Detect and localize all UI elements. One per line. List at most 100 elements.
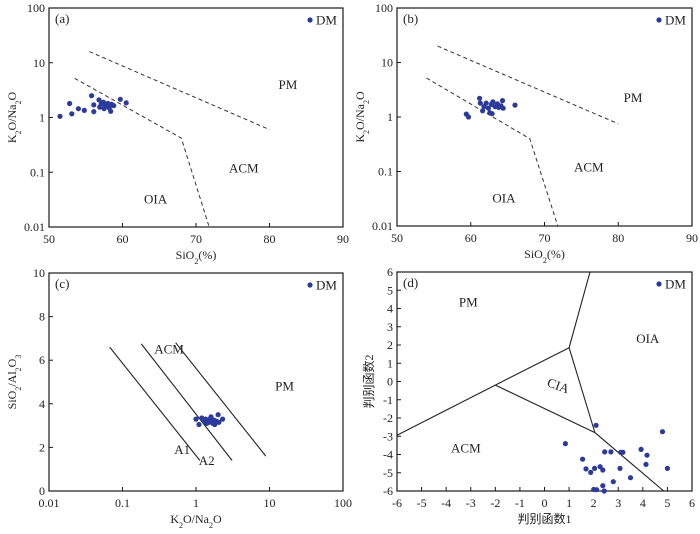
data-point [664, 465, 671, 471]
data-point [485, 105, 491, 111]
data-point [512, 102, 518, 108]
plot-frame [48, 7, 344, 228]
data-point [69, 111, 75, 117]
legend-marker [656, 17, 662, 23]
boundary-line [175, 342, 267, 457]
x-axis-label: 判别函数1 [517, 511, 571, 526]
y-tick-label: 1 [39, 111, 45, 125]
data-point [89, 93, 95, 99]
x-tick-label: 4 [640, 496, 646, 510]
data-point [477, 100, 483, 106]
boundary-line [74, 77, 210, 228]
y-tick-label: 8 [39, 310, 45, 324]
data-point [101, 106, 107, 112]
x-tick-label: 3 [615, 496, 621, 510]
data-point [592, 465, 598, 471]
data-point [196, 421, 202, 428]
data-point [81, 107, 87, 113]
x-tick-label: -6 [392, 496, 402, 510]
data-point [111, 103, 117, 109]
y-axis-label: K2O/Na2O [353, 91, 371, 143]
data-point [123, 100, 129, 106]
boundary-line [437, 45, 619, 125]
y-tick-label: 1 [387, 110, 393, 124]
boundary-line [396, 347, 570, 436]
region-label-oia: OIA [144, 191, 168, 206]
region-label-pm: PM [278, 77, 297, 92]
x-tick-label: 0.01 [39, 496, 60, 510]
data-point [220, 416, 226, 422]
legend-label: DM [316, 13, 337, 28]
boundary-line [89, 51, 270, 131]
panel-a: 50 60 70 80 90 0.01 0.1 1 10 100 SiO2(%) K2O/Na2O (a… [5, 1, 349, 266]
x-tick-label: 2 [591, 496, 597, 510]
region-label-pm: PM [624, 90, 643, 105]
legend-marker [307, 17, 313, 23]
panel-label: (d) [403, 275, 418, 290]
x-tick-label: 60 [465, 231, 477, 245]
y-tick-label: 3 [387, 320, 393, 334]
boundary-line [426, 77, 559, 227]
x-tick-label: 10 [264, 496, 276, 510]
y-tick-label: 10 [33, 56, 45, 70]
x-axis-label: K2O/Na2O [170, 512, 222, 530]
region-label-pm: PM [275, 379, 294, 394]
boundary-line [568, 347, 596, 433]
x-tick-label: -4 [441, 496, 451, 510]
panel-label: (c) [55, 276, 69, 291]
data-point [483, 100, 489, 106]
region-label-oia: OIA [636, 331, 660, 346]
panel-c: 0.01 0.1 1 10 100 0 2 4 6 8 10 K2O/Na2O SiO2/Al2O3 (c… [5, 266, 352, 530]
x-axis-label: SiO2(%) [176, 248, 217, 266]
data-point [108, 108, 114, 114]
region-label-a2: A2 [199, 453, 215, 468]
data-point [588, 469, 594, 475]
x-tick-label: 6 [689, 496, 695, 510]
region-label-cia: CIA [545, 375, 572, 397]
data-point [608, 449, 614, 455]
legend-marker [307, 282, 313, 288]
data-point [659, 429, 666, 435]
data-point [96, 97, 102, 103]
region-label-pm: PM [459, 295, 478, 310]
y-tick-label: 100 [27, 1, 45, 15]
data-point [91, 102, 97, 108]
y-axis-label: K2O/Na2O [5, 92, 23, 144]
region-label-acm: ACM [229, 160, 259, 175]
region-label-a1: A1 [174, 442, 190, 457]
region-label-oia: OIA [492, 190, 516, 205]
y-tick-label: 0.1 [378, 165, 393, 179]
data-point [638, 446, 644, 452]
data-point [593, 422, 599, 428]
data-point [57, 113, 63, 119]
x-tick-label: 1 [193, 496, 199, 510]
panel-b: 50 60 70 80 90 0.01 0.1 1 10 100 SiO2(%) K2O/Na2O (b… [353, 1, 698, 265]
data-point [627, 475, 634, 481]
panel-label: (a) [55, 11, 69, 26]
x-tick-label: 60 [117, 232, 129, 246]
region-label-acm: ACM [154, 342, 184, 357]
data-point [617, 465, 623, 471]
data-point [610, 479, 616, 485]
x-tick-label: 70 [539, 231, 551, 245]
y-tick-label: -3 [383, 429, 393, 443]
y-tick-label: 0.1 [30, 165, 45, 179]
data-point [215, 412, 221, 418]
y-tick-label: 0 [387, 375, 393, 389]
plot-frame [396, 271, 693, 492]
data-point [499, 98, 506, 104]
data-point [643, 461, 649, 467]
data-point [644, 452, 650, 458]
data-point [620, 449, 626, 455]
boundary-line [594, 432, 665, 492]
y-tick-label: -5 [383, 466, 393, 480]
data-point [500, 105, 506, 111]
data-point [601, 488, 607, 494]
data-point [580, 456, 586, 462]
data-point [477, 95, 483, 101]
data-point [591, 486, 597, 493]
boundary-line [495, 384, 596, 434]
data-point [204, 420, 210, 426]
data-point [465, 114, 472, 120]
